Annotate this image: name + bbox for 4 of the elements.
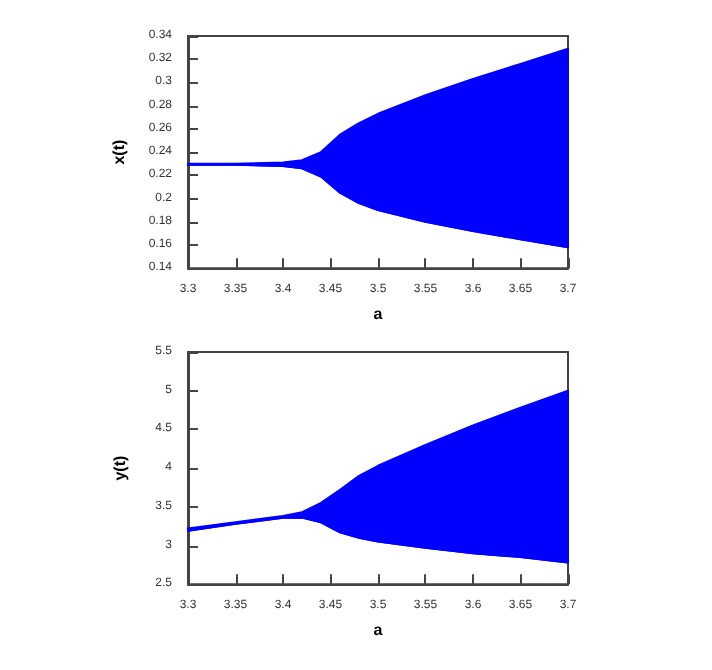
x-axis-title: a bbox=[373, 305, 384, 323]
y-axis-title: x(t) bbox=[109, 139, 128, 165]
y-axis-title: y(t) bbox=[111, 455, 129, 481]
x-axis-title: a bbox=[373, 621, 384, 639]
